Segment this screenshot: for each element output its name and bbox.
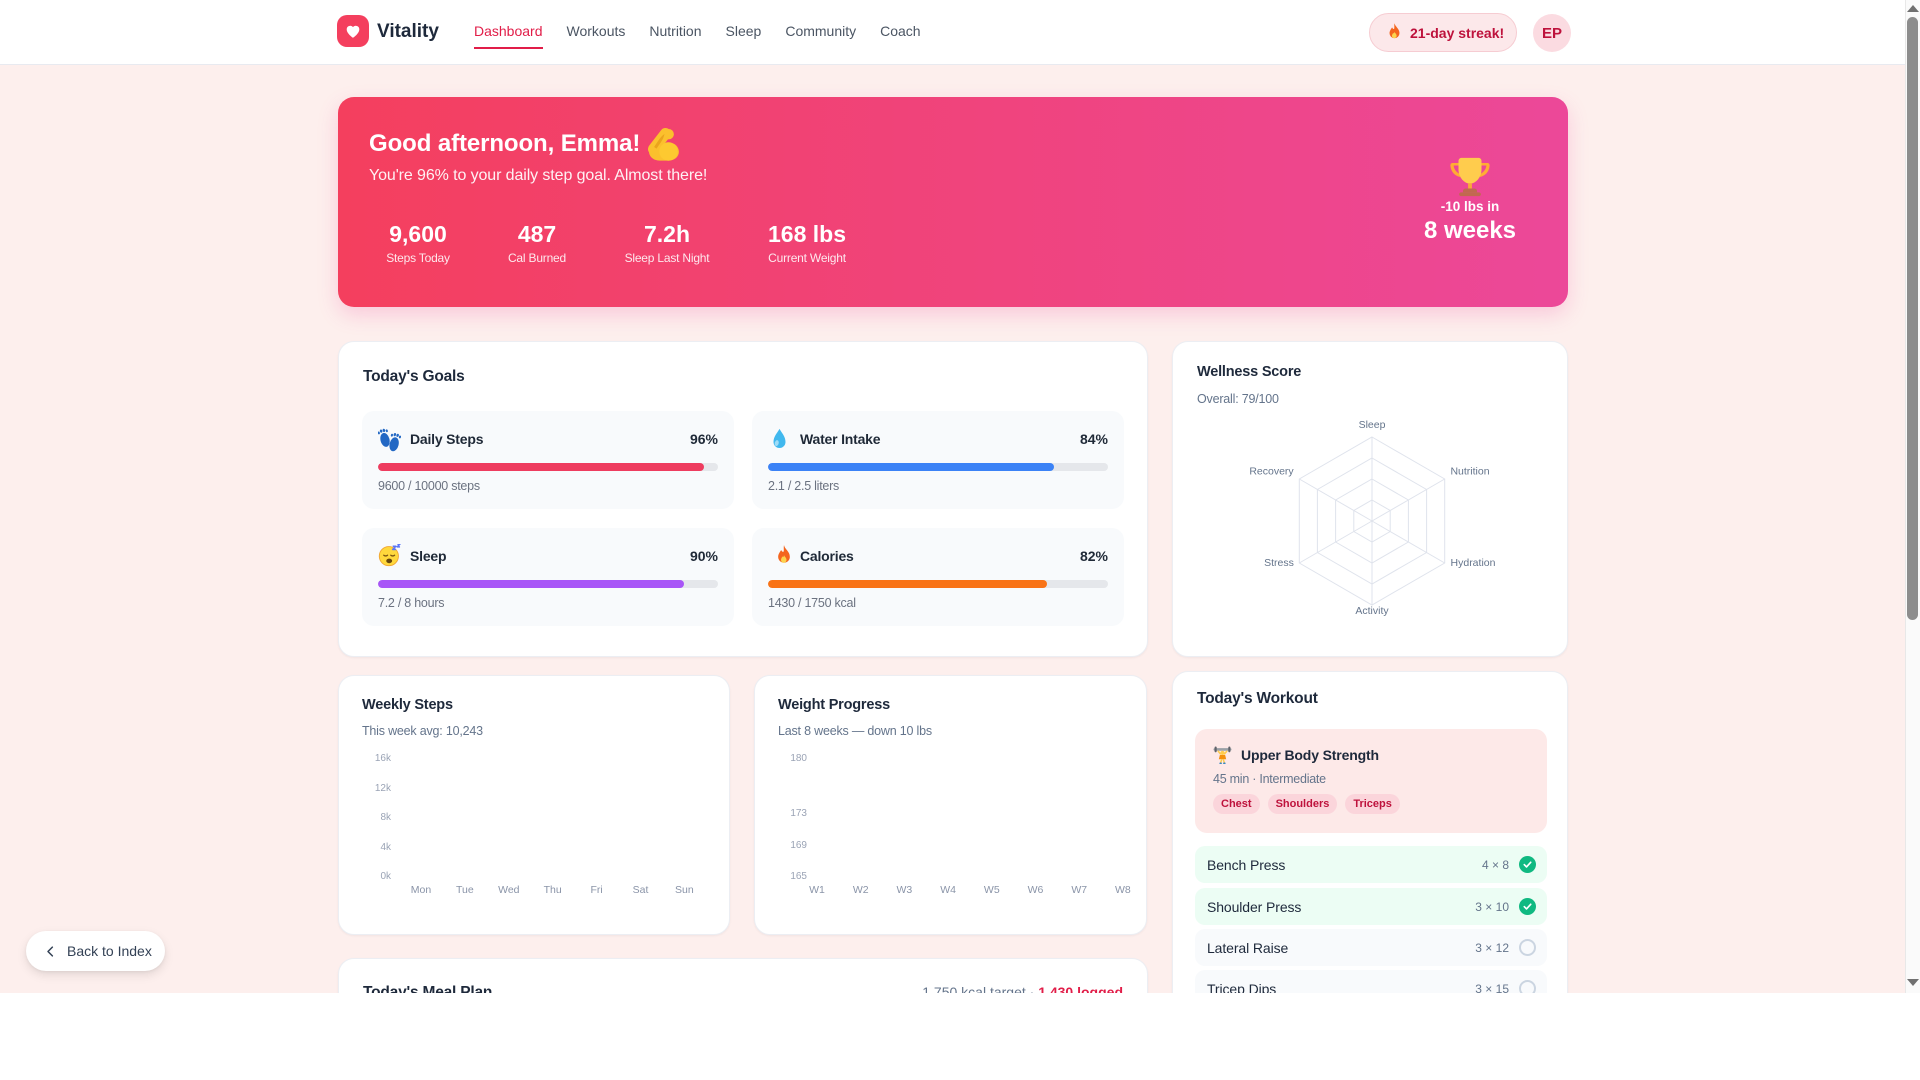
svg-text:Stress: Stress: [1264, 557, 1294, 569]
svg-text:Hydration: Hydration: [1451, 557, 1496, 569]
svg-text:Nutrition: Nutrition: [1450, 466, 1489, 478]
svg-text:Activity: Activity: [1355, 605, 1389, 617]
svg-text:Sleep: Sleep: [1359, 419, 1386, 431]
svg-text:Recovery: Recovery: [1249, 466, 1294, 478]
